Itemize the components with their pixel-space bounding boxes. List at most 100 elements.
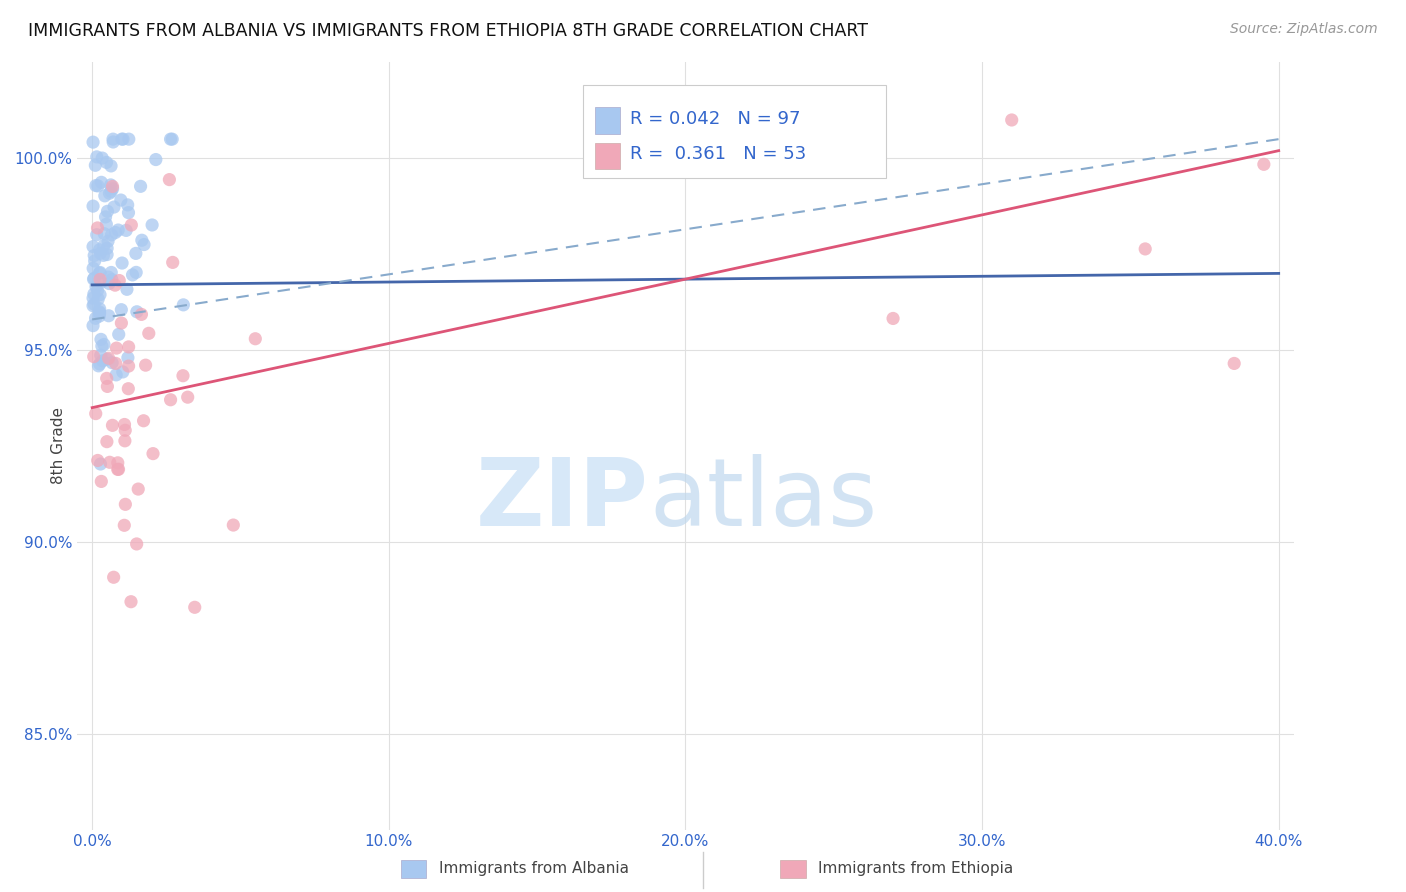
Point <box>117 359 139 373</box>
Point <box>104 226 127 240</box>
Point <box>101 135 124 149</box>
Point <box>103 570 125 584</box>
Point <box>96 204 118 219</box>
Point <box>97 234 120 248</box>
Point <box>83 350 105 364</box>
Point <box>142 447 165 461</box>
Point <box>172 368 194 383</box>
Point <box>89 357 111 371</box>
Point <box>104 278 127 293</box>
Point <box>110 302 132 317</box>
Point <box>120 218 142 232</box>
Point <box>96 217 118 231</box>
Point <box>90 339 112 353</box>
Point <box>120 595 142 609</box>
Point <box>100 227 122 242</box>
Point <box>127 482 149 496</box>
Point <box>93 248 115 262</box>
Point <box>89 305 111 319</box>
Point <box>83 254 105 268</box>
Point <box>82 299 104 313</box>
Text: atlas: atlas <box>650 454 877 546</box>
Point <box>110 316 132 330</box>
Point <box>97 270 120 285</box>
Point <box>101 179 124 194</box>
Point <box>132 237 155 252</box>
Point <box>100 159 122 173</box>
Point <box>135 358 157 372</box>
Point <box>117 198 139 212</box>
Point <box>89 306 111 320</box>
Point <box>87 178 110 193</box>
Point <box>98 455 121 469</box>
Point <box>1135 242 1157 256</box>
Point <box>111 256 134 270</box>
Point <box>94 189 117 203</box>
Point <box>83 287 105 301</box>
Point <box>84 178 107 193</box>
Point <box>101 132 124 146</box>
Point <box>118 132 141 146</box>
Point <box>114 417 136 432</box>
Point <box>105 368 128 382</box>
Point <box>114 434 136 448</box>
Point <box>107 462 129 476</box>
Point <box>1001 112 1024 127</box>
Point <box>96 155 118 169</box>
Point <box>96 379 118 393</box>
Point <box>117 205 139 219</box>
Point <box>141 218 163 232</box>
Point <box>117 382 139 396</box>
Point <box>159 392 181 407</box>
Point <box>125 246 148 260</box>
Point <box>89 301 111 316</box>
Point <box>172 298 194 312</box>
Point <box>89 287 111 301</box>
Point <box>82 199 104 213</box>
Point <box>86 150 108 164</box>
Point <box>100 265 122 279</box>
Point <box>96 371 118 385</box>
Point <box>89 272 111 286</box>
Point <box>107 462 129 476</box>
Point <box>107 223 129 237</box>
Point <box>82 239 104 253</box>
Point <box>115 223 138 237</box>
Point <box>162 255 184 269</box>
Point <box>98 277 121 291</box>
Point <box>93 227 115 241</box>
Point <box>96 434 118 449</box>
Point <box>184 600 207 615</box>
Point <box>100 185 122 199</box>
Point <box>108 274 131 288</box>
Point <box>90 276 112 290</box>
Point <box>82 135 104 149</box>
Point <box>86 453 108 467</box>
Point <box>104 356 127 370</box>
Point <box>125 305 148 319</box>
Point <box>160 132 183 146</box>
Point <box>129 179 152 194</box>
Point <box>111 132 134 146</box>
Point <box>96 352 118 367</box>
Text: IMMIGRANTS FROM ALBANIA VS IMMIGRANTS FROM ETHIOPIA 8TH GRADE CORRELATION CHART: IMMIGRANTS FROM ALBANIA VS IMMIGRANTS FR… <box>28 22 868 40</box>
Point <box>101 418 124 433</box>
Point <box>83 272 105 286</box>
Text: ZIP: ZIP <box>477 454 650 546</box>
Point <box>101 356 124 370</box>
Point <box>89 266 111 280</box>
Point <box>87 359 110 373</box>
Point <box>1253 157 1275 171</box>
Point <box>90 332 112 346</box>
Point <box>87 292 110 306</box>
Point <box>157 172 180 186</box>
Point <box>90 475 112 489</box>
Text: Source: ZipAtlas.com: Source: ZipAtlas.com <box>1230 22 1378 37</box>
Text: R = 0.042   N = 97: R = 0.042 N = 97 <box>630 110 800 128</box>
Point <box>89 265 111 279</box>
Point <box>138 326 160 341</box>
Point <box>91 151 114 165</box>
Point <box>105 341 128 355</box>
Point <box>89 457 111 471</box>
Point <box>145 153 167 167</box>
